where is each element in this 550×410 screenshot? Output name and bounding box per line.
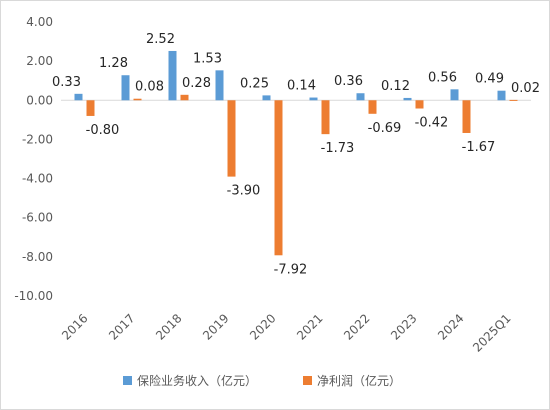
profit-value-label: 0.08 (135, 80, 164, 95)
profit-value-label: -1.67 (462, 140, 496, 155)
profit-value-label: -3.90 (227, 184, 261, 199)
legend-label-profit: 净利润（亿元） (317, 373, 401, 388)
income-bar-2023 (403, 97, 412, 101)
profit-value-label: 0.02 (511, 81, 540, 96)
income-bar-2022 (356, 93, 365, 101)
y-tick-label: -10.00 (14, 289, 53, 303)
profit-bar-2020 (274, 100, 283, 256)
profit-bar-2025q1 (509, 99, 518, 101)
y-tick-label: 2.00 (26, 54, 53, 68)
income-value-label: 0.36 (334, 74, 363, 89)
income-bar-2025q1 (497, 90, 506, 101)
y-tick-label: -4.00 (22, 172, 53, 186)
income-value-label: 0.33 (52, 75, 81, 90)
y-tick-label: 0.00 (26, 93, 53, 107)
profit-value-label: -0.42 (415, 116, 449, 131)
x-tick-label: 2017 (106, 311, 137, 342)
legend-swatch-profit (303, 376, 312, 385)
profit-value-label: 0.28 (182, 76, 211, 91)
profit-bar-2024 (462, 100, 471, 133)
income-value-label: 0.25 (240, 76, 269, 91)
x-tick-label: 2025Q1 (470, 311, 514, 355)
profit-value-label: -1.73 (321, 141, 355, 156)
profit-bar-2019 (227, 100, 236, 177)
x-tick-label: 2019 (200, 311, 231, 342)
profit-value-label: -7.92 (274, 262, 308, 277)
legend-label-income: 保险业务收入（亿元） (137, 373, 257, 388)
income-bar-2021 (309, 97, 318, 101)
x-axis-ticks: 2016 2017 2018 2019 2020 2021 2022 2023 2024 2025… (59, 311, 513, 355)
profit-bar-2017 (133, 98, 142, 101)
income-bar-2019 (215, 70, 224, 101)
income-bar-2016 (74, 93, 83, 101)
income-value-label: 1.53 (193, 51, 222, 66)
legend: 保险业务收入（亿元） 净利润（亿元） (123, 373, 401, 388)
y-axis-ticks: 4.00 2.00 0.00 -2.00 -4.00 -6.00 -8.00 -10.00 (14, 15, 53, 303)
y-tick-label: -8.00 (22, 250, 53, 264)
data-labels-group: 0.33 1.28 2.52 1.53 0.25 0.14 0.36 0.12 0.56 0.49… (52, 32, 540, 277)
income-value-label: 2.52 (146, 32, 175, 47)
x-tick-label: 2016 (59, 311, 90, 342)
profit-bar-2021 (321, 100, 330, 135)
legend-swatch-income (123, 376, 132, 385)
income-bar-2018 (168, 50, 177, 101)
x-tick-label: 2024 (435, 311, 466, 342)
bars-group (74, 50, 518, 256)
profit-bar-2016 (86, 100, 95, 116)
income-value-label: 1.28 (99, 56, 128, 71)
x-tick-label: 2022 (341, 311, 372, 342)
income-bar-2017 (121, 75, 130, 101)
profit-bar-2023 (415, 100, 424, 109)
profit-bar-2022 (368, 100, 377, 114)
x-tick-label: 2020 (247, 311, 278, 342)
y-tick-label: 4.00 (26, 15, 53, 29)
income-value-label: 0.56 (428, 70, 457, 85)
y-tick-label: -6.00 (22, 211, 53, 225)
x-tick-label: 2018 (153, 311, 184, 342)
income-value-label: 0.14 (287, 79, 316, 94)
income-bar-2020 (262, 95, 271, 101)
profit-value-label: -0.80 (86, 123, 120, 138)
income-bar-2024 (450, 89, 459, 101)
income-value-label: 0.49 (475, 72, 504, 87)
profit-value-label: -0.69 (368, 121, 402, 136)
y-tick-label: -2.00 (22, 132, 53, 146)
x-tick-label: 2021 (294, 311, 325, 342)
income-value-label: 0.12 (381, 79, 410, 94)
profit-bar-2018 (180, 94, 189, 101)
x-tick-label: 2023 (388, 311, 419, 342)
